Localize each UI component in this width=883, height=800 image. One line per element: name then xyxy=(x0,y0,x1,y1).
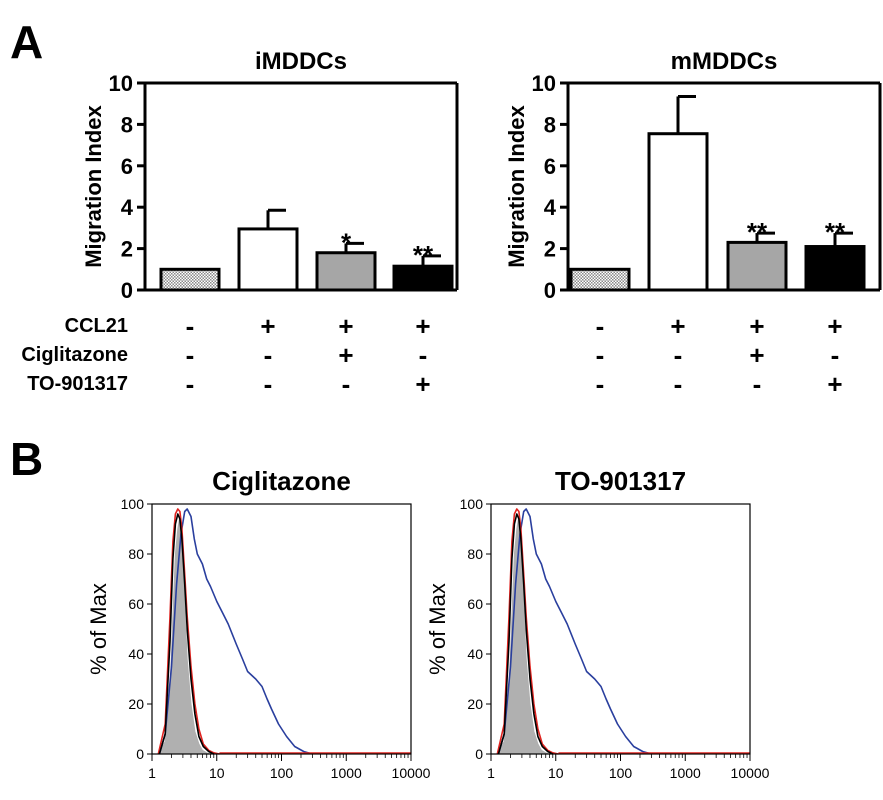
significance-mark: ** xyxy=(747,217,768,247)
chart-title: Ciglitazone xyxy=(212,466,351,496)
y-tick-label: 100 xyxy=(121,496,145,512)
condition-sign: - xyxy=(186,311,195,341)
bar xyxy=(569,267,631,292)
bar xyxy=(237,227,299,292)
x-tick-label: 100 xyxy=(270,765,294,781)
histogram-line-series xyxy=(158,508,313,755)
condition-table: CCL21- -+ ++ ++ +Ciglitazone - -- -+ +- -TO-90131… xyxy=(21,311,842,399)
x-tick-label: 1 xyxy=(148,765,156,781)
y-axis-label: Migration Index xyxy=(81,104,106,267)
condition-sign: + xyxy=(670,311,685,341)
chart-title: mMDDCs xyxy=(671,48,778,75)
condition-sign: + xyxy=(827,369,842,399)
y-tick-label: 20 xyxy=(467,696,483,712)
histogram-filled-series xyxy=(496,516,550,755)
y-tick-label: 0 xyxy=(136,746,144,762)
condition-sign: - xyxy=(342,369,351,399)
condition-label: CCL21 xyxy=(65,315,128,337)
chart-title: TO-901317 xyxy=(555,466,686,496)
chart-title: iMDDCs xyxy=(255,48,347,75)
x-tick-label: 10 xyxy=(548,765,564,781)
y-tick-label: 40 xyxy=(467,646,483,662)
histogram-filled-series xyxy=(157,516,211,755)
y-tick-label: 10 xyxy=(109,71,133,96)
condition-sign: + xyxy=(338,340,353,370)
y-tick-label: 2 xyxy=(544,237,556,262)
condition-sign: + xyxy=(749,340,764,370)
y-tick-label: 100 xyxy=(460,496,484,512)
y-tick-label: 6 xyxy=(544,154,556,179)
y-tick-label: 80 xyxy=(467,546,483,562)
condition-sign: - xyxy=(186,369,195,399)
histogram-line-series xyxy=(158,513,215,755)
y-tick-label: 4 xyxy=(544,195,557,220)
y-tick-label: 10 xyxy=(532,71,556,96)
y-tick-label: 8 xyxy=(121,112,133,137)
condition-sign: - xyxy=(753,369,762,399)
condition-sign: + xyxy=(415,311,430,341)
significance-mark: * xyxy=(341,227,352,257)
condition-sign: - xyxy=(831,340,840,370)
bar xyxy=(726,240,788,292)
bar xyxy=(804,245,866,292)
condition-sign: + xyxy=(749,311,764,341)
y-tick-label: 2 xyxy=(121,237,133,262)
y-tick-label: 6 xyxy=(121,154,133,179)
condition-sign: - xyxy=(419,340,428,370)
condition-label: TO-901317 xyxy=(27,373,128,395)
y-tick-label: 60 xyxy=(128,596,144,612)
y-tick-label: 0 xyxy=(544,278,556,303)
histogram-ciglitazone: Ciglitazone % of Max 0 20 40 60 80 100 1 10 100 100… xyxy=(86,466,431,781)
panel-a-label: A xyxy=(10,16,43,68)
condition-sign: + xyxy=(827,311,842,341)
condition-sign: - xyxy=(596,311,605,341)
x-tick-label: 10 xyxy=(209,765,225,781)
x-tick-label: 100 xyxy=(609,765,633,781)
x-tick-label: 10000 xyxy=(392,765,431,781)
x-tick-label: 1000 xyxy=(331,765,362,781)
significance-mark: ** xyxy=(413,240,434,270)
y-tick-label: 20 xyxy=(128,696,144,712)
histogram-line-series xyxy=(497,508,652,755)
panel-b-label: B xyxy=(10,433,43,485)
condition-sign: + xyxy=(415,369,430,399)
histogram-line-series xyxy=(497,513,554,755)
y-tick-label: 60 xyxy=(467,596,483,612)
significance-mark: ** xyxy=(825,217,846,247)
bar xyxy=(159,267,221,292)
condition-sign: - xyxy=(186,340,195,370)
condition-sign: - xyxy=(674,340,683,370)
condition-sign: - xyxy=(264,340,273,370)
bar-chart-mmddcs: mMDDCs Migration Index 0 2 4 6 8 10 ** ** xyxy=(504,48,882,303)
condition-sign: - xyxy=(264,369,273,399)
bar xyxy=(315,251,377,292)
y-tick-label: 8 xyxy=(544,112,556,137)
condition-sign: - xyxy=(674,369,683,399)
x-tick-label: 1000 xyxy=(670,765,701,781)
y-axis-label: Migration Index xyxy=(504,104,529,267)
x-tick-label: 1 xyxy=(487,765,495,781)
histogram-to901317: TO-901317 % of Max 0 20 40 60 80 100 1 10 100 1000 1… xyxy=(425,466,770,781)
x-tick-label: 10000 xyxy=(731,765,770,781)
y-tick-label: 80 xyxy=(128,546,144,562)
y-axis-label: % of Max xyxy=(86,583,111,675)
bar xyxy=(647,132,709,292)
condition-sign: - xyxy=(596,369,605,399)
y-tick-label: 0 xyxy=(475,746,483,762)
condition-sign: + xyxy=(338,311,353,341)
y-tick-label: 4 xyxy=(121,195,134,220)
y-tick-label: 40 xyxy=(128,646,144,662)
condition-sign: + xyxy=(260,311,275,341)
condition-label: Ciglitazone xyxy=(21,344,128,366)
y-axis-label: % of Max xyxy=(425,583,450,675)
condition-sign: - xyxy=(596,340,605,370)
y-tick-label: 0 xyxy=(121,278,133,303)
